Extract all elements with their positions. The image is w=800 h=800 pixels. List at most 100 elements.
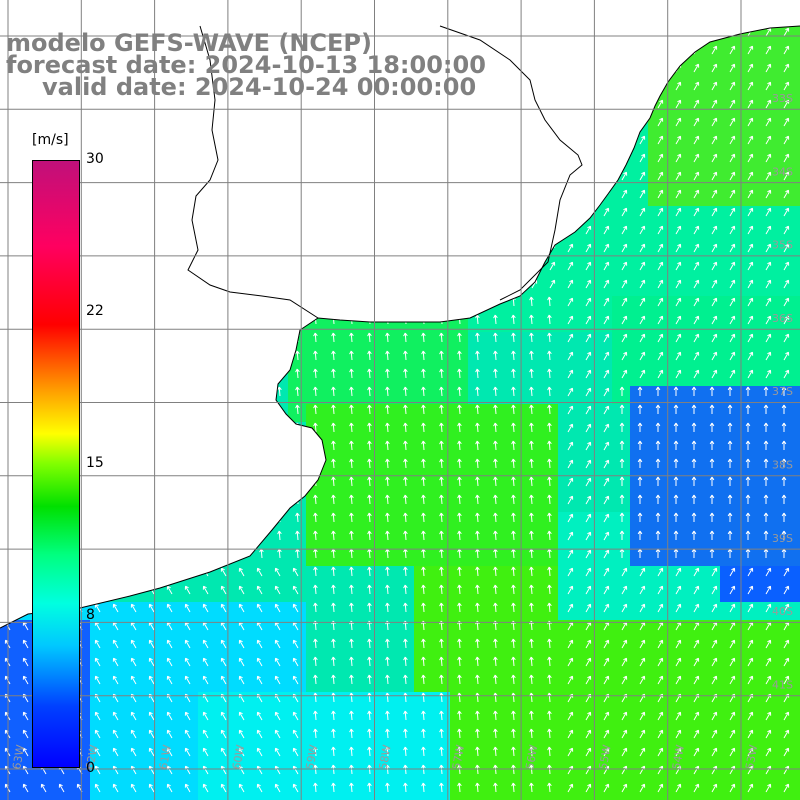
- wind-arrow: [475, 566, 480, 577]
- wind-arrow: [529, 710, 534, 721]
- wind-arrow: [421, 530, 426, 541]
- wind-cell: [540, 512, 559, 531]
- wind-arrow: [729, 369, 736, 379]
- wind-cell: [378, 512, 397, 531]
- wind-arrow: [529, 656, 534, 667]
- wind-cell: [774, 188, 793, 207]
- wind-cell: [396, 584, 415, 603]
- wind-cell: [720, 584, 739, 603]
- wind-arrow: [256, 585, 263, 595]
- wind-arrow: [238, 585, 245, 595]
- wind-cell: [702, 368, 721, 387]
- wind-arrow: [493, 530, 498, 541]
- wind-cell: [612, 422, 631, 441]
- wind-arrow: [783, 189, 790, 199]
- wind-cell: [594, 620, 613, 639]
- wind-arrow: [475, 656, 480, 667]
- wind-cell: [558, 746, 577, 765]
- wind-arrow: [331, 440, 336, 451]
- wind-cell: [306, 584, 325, 603]
- wind-arrow: [295, 368, 300, 379]
- wind-arrow: [657, 279, 664, 289]
- wind-arrow: [675, 333, 682, 343]
- wind-arrow: [783, 261, 790, 271]
- wind-cell: [720, 548, 739, 567]
- wind-arrow: [349, 332, 354, 343]
- wind-arrow: [783, 333, 790, 343]
- wind-cell: [684, 314, 703, 333]
- wind-cell: [432, 584, 451, 603]
- wind-cell: [738, 548, 757, 567]
- wind-cell: [792, 116, 800, 135]
- wind-cell: [720, 260, 739, 279]
- wind-arrow: [585, 423, 592, 433]
- wind-cell: [396, 440, 415, 459]
- wind-arrow: [202, 585, 209, 595]
- wind-arrow: [385, 638, 390, 649]
- wind-arrow: [475, 458, 480, 469]
- wind-cell: [540, 260, 559, 279]
- wind-arrow: [585, 603, 592, 613]
- wind-arrow: [22, 711, 29, 721]
- wind-arrow: [783, 99, 790, 109]
- wind-cell: [684, 62, 703, 81]
- wind-cell: [558, 386, 577, 405]
- wind-arrow: [603, 225, 610, 235]
- wind-cell: [612, 188, 631, 207]
- wind-arrow: [693, 81, 700, 91]
- wind-arrow: [673, 440, 679, 450]
- wind-cell: [684, 404, 703, 423]
- wind-cell: [306, 548, 325, 567]
- wind-arrow: [655, 422, 661, 432]
- wind-arrow: [691, 512, 697, 522]
- wind-cell: [486, 638, 505, 657]
- wind-arrow: [781, 530, 787, 540]
- wind-cell: [504, 440, 523, 459]
- wind-cell: [540, 692, 559, 711]
- wind-cell: [648, 404, 667, 423]
- wind-arrow: [385, 350, 390, 361]
- wind-cell: [702, 746, 721, 765]
- wind-arrow: [657, 261, 664, 271]
- wind-cell: [378, 548, 397, 567]
- wind-arrow: [709, 476, 715, 486]
- wind-arrow: [691, 476, 697, 486]
- wind-cell: [648, 242, 667, 261]
- wind-arrow: [727, 530, 733, 540]
- wind-arrow: [274, 711, 281, 721]
- wind-cell: [720, 152, 739, 171]
- wind-cell: [684, 458, 703, 477]
- wind-cell: [558, 728, 577, 747]
- wind-cell: [756, 206, 775, 225]
- colorbar-tick-15: 15: [86, 455, 104, 471]
- wind-arrow: [675, 171, 682, 181]
- wind-arrow: [765, 117, 772, 127]
- wind-cell: [774, 170, 793, 189]
- wind-cell: [378, 440, 397, 459]
- wind-cell: [360, 674, 379, 693]
- wind-arrow: [184, 657, 191, 667]
- wind-arrow: [711, 171, 718, 181]
- wind-cell: [360, 476, 379, 495]
- wind-arrow: [511, 494, 516, 505]
- wind-arrow: [673, 494, 679, 504]
- wind-cell: [450, 512, 469, 531]
- wind-cell: [774, 692, 793, 711]
- wind-cell: [486, 386, 505, 405]
- wind-cell: [324, 620, 343, 639]
- wind-cell: [306, 620, 325, 639]
- wind-cell: [792, 368, 800, 387]
- wind-arrow: [693, 135, 700, 145]
- wind-arrow: [711, 117, 718, 127]
- wind-arrow: [585, 261, 592, 271]
- wind-cell: [504, 638, 523, 657]
- wind-arrow: [729, 279, 736, 289]
- wind-arrow: [331, 368, 336, 379]
- wind-arrow: [475, 404, 480, 415]
- wind-cell: [720, 440, 739, 459]
- wind-arrow: [367, 386, 372, 397]
- wind-cell: [612, 350, 631, 369]
- wind-arrow: [385, 368, 390, 379]
- wind-cell: [432, 656, 451, 675]
- wind-cell: [432, 332, 451, 351]
